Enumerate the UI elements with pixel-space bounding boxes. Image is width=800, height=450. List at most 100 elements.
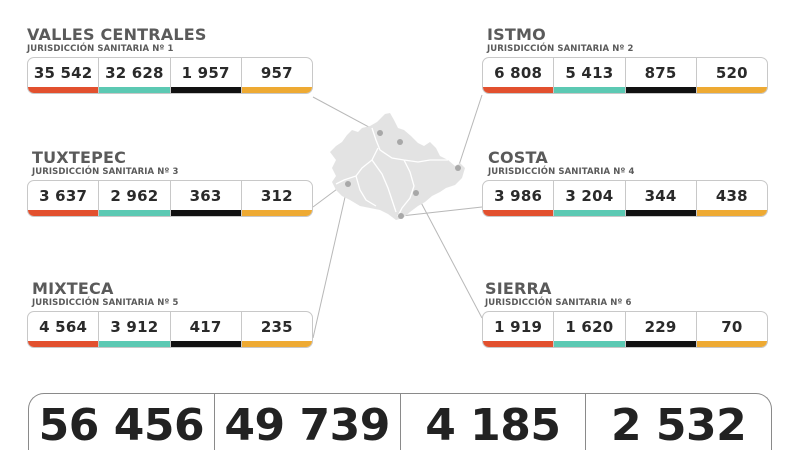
region-name: MIXTECA bbox=[32, 279, 114, 298]
stat-value: 1 957 bbox=[181, 64, 230, 82]
color-bar-red bbox=[483, 210, 554, 216]
color-bar-black bbox=[170, 341, 241, 347]
region-subtitle: JURISDICCIÓN SANITARIA Nº 1 bbox=[27, 44, 174, 54]
stat-cell-2: 5 413 bbox=[554, 58, 626, 93]
stats-card: 4 564 3 912 417 235 bbox=[27, 311, 313, 348]
color-bar-yellow bbox=[696, 210, 767, 216]
stat-value: 235 bbox=[260, 318, 293, 336]
stat-value: 312 bbox=[260, 187, 293, 205]
stat-cell-3: 363 bbox=[170, 181, 242, 216]
total-value: 56 456 bbox=[38, 400, 205, 450]
color-bar-red bbox=[28, 87, 99, 93]
stat-cell-4: 520 bbox=[696, 58, 767, 93]
color-bar-teal bbox=[554, 87, 625, 93]
region-name: COSTA bbox=[488, 148, 548, 167]
stat-cell-1: 4 564 bbox=[28, 312, 100, 347]
color-bar-black bbox=[170, 210, 241, 216]
stat-value: 35 542 bbox=[33, 64, 93, 82]
stat-value: 4 564 bbox=[39, 318, 88, 336]
total-value: 2 532 bbox=[610, 400, 747, 450]
region-mixteca: MIXTECA JURISDICCIÓN SANITARIA Nº 5 4 56… bbox=[27, 281, 313, 348]
stat-cell-4: 312 bbox=[241, 181, 312, 216]
stat-cell-1: 1 919 bbox=[483, 312, 555, 347]
region-costa: COSTA JURISDICCIÓN SANITARIA Nº 4 3 986 … bbox=[482, 150, 768, 217]
color-bar-black bbox=[170, 87, 241, 93]
stat-value: 70 bbox=[721, 318, 743, 336]
region-name: ISTMO bbox=[487, 25, 546, 44]
stat-value: 3 912 bbox=[110, 318, 159, 336]
oaxaca-map bbox=[330, 113, 465, 220]
stats-card: 1 919 1 620 229 70 bbox=[482, 311, 768, 348]
region-name: TUXTEPEC bbox=[32, 148, 127, 167]
color-bar-yellow bbox=[696, 87, 767, 93]
color-bar-black bbox=[625, 87, 696, 93]
region-subtitle: JURISDICCIÓN SANITARIA Nº 5 bbox=[32, 298, 179, 308]
stat-cell-2: 3 912 bbox=[99, 312, 171, 347]
stat-value: 2 962 bbox=[110, 187, 159, 205]
stat-value: 229 bbox=[644, 318, 677, 336]
region-sierra: SIERRA JURISDICCIÓN SANITARIA Nº 6 1 919… bbox=[482, 281, 768, 348]
total-cell-1: 56 456 bbox=[29, 394, 215, 450]
stats-card: 3 986 3 204 344 438 bbox=[482, 180, 768, 217]
color-bar-teal bbox=[99, 210, 170, 216]
stat-cell-1: 6 808 bbox=[483, 58, 555, 93]
region-subtitle: JURISDICCIÓN SANITARIA Nº 6 bbox=[485, 298, 632, 308]
stat-value: 1 919 bbox=[494, 318, 543, 336]
region-name: SIERRA bbox=[485, 279, 552, 298]
region-valles-centrales: VALLES CENTRALES JURISDICCIÓN SANITARIA … bbox=[27, 27, 313, 94]
region-istmo: ISTMO JURISDICCIÓN SANITARIA Nº 2 6 808 … bbox=[482, 27, 768, 94]
total-value: 4 185 bbox=[425, 400, 561, 450]
stat-cell-1: 35 542 bbox=[28, 58, 100, 93]
state-shape bbox=[330, 113, 465, 220]
stat-cell-3: 875 bbox=[625, 58, 697, 93]
region-subtitle: JURISDICCIÓN SANITARIA Nº 3 bbox=[32, 167, 179, 177]
stat-value: 363 bbox=[189, 187, 222, 205]
stat-value: 520 bbox=[715, 64, 748, 82]
stat-value: 5 413 bbox=[565, 64, 614, 82]
stat-cell-3: 1 957 bbox=[170, 58, 242, 93]
color-bar-red bbox=[483, 341, 554, 347]
totals-card: 56 456 49 739 4 185 2 532 bbox=[28, 393, 772, 450]
stat-value: 6 808 bbox=[494, 64, 543, 82]
region-name: VALLES CENTRALES bbox=[27, 25, 207, 44]
stat-cell-2: 32 628 bbox=[99, 58, 171, 93]
stat-value: 32 628 bbox=[105, 64, 164, 82]
color-bar-red bbox=[483, 87, 554, 93]
stat-cell-3: 417 bbox=[170, 312, 242, 347]
stat-cell-4: 957 bbox=[241, 58, 312, 93]
stat-cell-3: 229 bbox=[625, 312, 697, 347]
stat-cell-3: 344 bbox=[625, 181, 697, 216]
region-subtitle: JURISDICCIÓN SANITARIA Nº 4 bbox=[488, 167, 635, 177]
color-bar-yellow bbox=[241, 210, 312, 216]
total-value: 49 739 bbox=[224, 400, 390, 450]
stat-cell-2: 3 204 bbox=[554, 181, 626, 216]
stat-value: 957 bbox=[260, 64, 293, 82]
stats-card: 3 637 2 962 363 312 bbox=[27, 180, 313, 217]
stat-cell-4: 70 bbox=[696, 312, 767, 347]
color-bar-black bbox=[625, 341, 696, 347]
color-bar-red bbox=[28, 341, 99, 347]
color-bar-teal bbox=[99, 87, 170, 93]
stat-value: 875 bbox=[644, 64, 677, 82]
color-bar-teal bbox=[99, 341, 170, 347]
color-bar-teal bbox=[554, 210, 625, 216]
total-cell-4: 2 532 bbox=[586, 394, 771, 450]
stat-value: 438 bbox=[715, 187, 748, 205]
stats-card: 35 542 32 628 1 957 957 bbox=[27, 57, 313, 94]
color-bar-yellow bbox=[241, 87, 312, 93]
stat-cell-4: 235 bbox=[241, 312, 312, 347]
total-cell-2: 49 739 bbox=[215, 394, 401, 450]
region-subtitle: JURISDICCIÓN SANITARIA Nº 2 bbox=[487, 44, 634, 54]
total-cell-3: 4 185 bbox=[401, 394, 587, 450]
color-bar-black bbox=[625, 210, 696, 216]
stat-cell-1: 3 986 bbox=[483, 181, 555, 216]
stat-cell-2: 1 620 bbox=[554, 312, 626, 347]
color-bar-yellow bbox=[696, 341, 767, 347]
region-tuxtepec: TUXTEPEC JURISDICCIÓN SANITARIA Nº 3 3 6… bbox=[27, 150, 313, 217]
stat-cell-4: 438 bbox=[696, 181, 767, 216]
stat-value: 1 620 bbox=[565, 318, 614, 336]
color-bar-teal bbox=[554, 341, 625, 347]
color-bar-red bbox=[28, 210, 99, 216]
stats-card: 6 808 5 413 875 520 bbox=[482, 57, 768, 94]
stat-value: 344 bbox=[644, 187, 677, 205]
